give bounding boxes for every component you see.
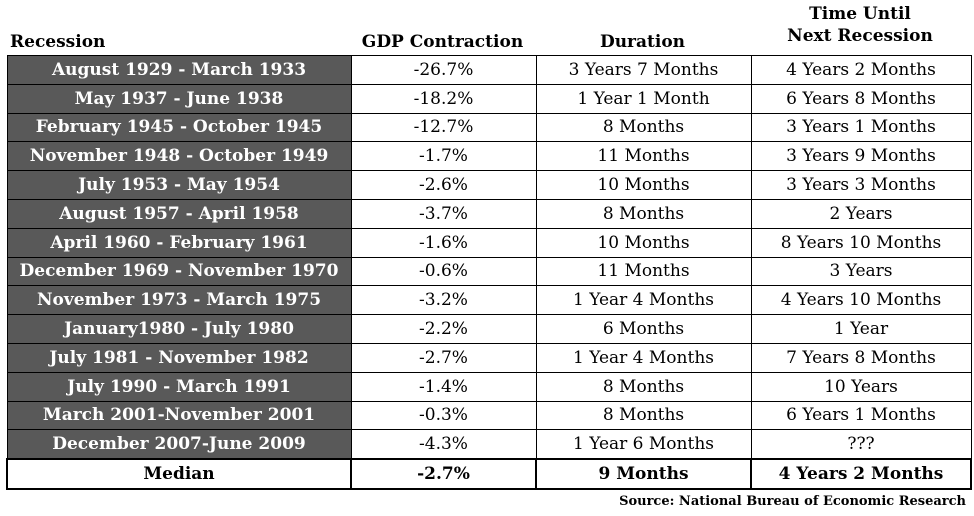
- recession-cell: May 1937 - June 1938: [6, 83, 352, 114]
- gdp-cell: -1.7%: [350, 141, 537, 172]
- recession-cell: July 1981 - November 1982: [6, 342, 352, 373]
- table-row: November 1948 - October 1949 -1.7% 11 Mont…: [6, 141, 972, 172]
- duration-cell: 8 Months: [535, 112, 752, 143]
- duration-cell: 8 Months: [535, 198, 752, 229]
- next-recession-cell: 3 Years 1 Months: [750, 112, 972, 143]
- gdp-cell: -1.6%: [350, 227, 537, 258]
- duration-cell: 10 Months: [535, 170, 752, 200]
- next-recession-cell: 4 Years 2 Months: [750, 55, 972, 85]
- gdp-cell: -2.6%: [350, 170, 537, 200]
- gdp-cell: -3.7%: [350, 198, 537, 229]
- recession-cell: January1980 - July 1980: [6, 314, 352, 344]
- header-duration: Duration: [599, 32, 686, 52]
- recession-cell: March 2001-November 2001: [6, 400, 352, 431]
- next-recession-cell: 3 Years: [750, 256, 972, 287]
- header-time-until-line2: Next Recession: [787, 26, 933, 46]
- next-recession-cell: 6 Years 1 Months: [750, 400, 972, 431]
- duration-cell: 10 Months: [535, 227, 752, 258]
- duration-cell: 1 Year 4 Months: [535, 285, 752, 316]
- next-recession-cell: 4 Years 2 Months: [750, 458, 972, 490]
- recession-cell: November 1948 - October 1949: [6, 141, 352, 172]
- recession-cell: April 1960 - February 1961: [6, 227, 352, 258]
- next-recession-cell: 1 Year: [750, 314, 972, 344]
- gdp-cell: -0.6%: [350, 256, 537, 287]
- table-row: August 1957 - April 1958 -3.7% 8 Months 2 Y…: [6, 198, 972, 229]
- median-row: Median -2.7% 9 Months 4 Years 2 Months: [6, 458, 972, 490]
- duration-cell: 1 Year 4 Months: [535, 342, 752, 373]
- recession-cell: February 1945 - October 1945: [6, 112, 352, 143]
- table-row: July 1953 - May 1954 -2.6% 10 Months 3 Year…: [6, 170, 972, 200]
- table-row: December 2007-June 2009 -4.3% 1 Year 6 Mon…: [6, 429, 972, 460]
- duration-cell: 11 Months: [535, 141, 752, 172]
- next-recession-cell: 8 Years 10 Months: [750, 227, 972, 258]
- next-recession-cell: 6 Years 8 Months: [750, 83, 972, 114]
- duration-cell: 11 Months: [535, 256, 752, 287]
- gdp-cell: -1.4%: [350, 371, 537, 402]
- table-row: January1980 - July 1980 -2.2% 6 Months 1 Ye…: [6, 314, 972, 344]
- table-row: August 1929 - March 1933 -26.7% 3 Years 7 …: [6, 55, 972, 85]
- gdp-cell: -2.7%: [350, 458, 537, 490]
- next-recession-cell: 2 Years: [750, 198, 972, 229]
- recession-cell: Median: [6, 458, 352, 490]
- table-row: February 1945 - October 1945 -12.7% 8 Mont…: [6, 112, 972, 143]
- recession-cell: July 1953 - May 1954: [6, 170, 352, 200]
- duration-cell: 3 Years 7 Months: [535, 55, 752, 85]
- duration-cell: 8 Months: [535, 371, 752, 402]
- recession-cell: December 1969 - November 1970: [6, 256, 352, 287]
- table-row: July 1990 - March 1991 -1.4% 8 Months 10 Ye…: [6, 371, 972, 402]
- source-note: Source: National Bureau of Economic Rese…: [619, 494, 966, 509]
- gdp-cell: -0.3%: [350, 400, 537, 431]
- gdp-cell: -18.2%: [350, 83, 537, 114]
- recession-cell: December 2007-June 2009: [6, 429, 352, 460]
- gdp-cell: -3.2%: [350, 285, 537, 316]
- table-row: November 1973 - March 1975 -3.2% 1 Year 4 …: [6, 285, 972, 316]
- table-body: August 1929 - March 1933 -26.7% 3 Years 7 …: [6, 55, 972, 490]
- next-recession-cell: ???: [750, 429, 972, 460]
- gdp-cell: -2.2%: [350, 314, 537, 344]
- gdp-cell: -4.3%: [350, 429, 537, 460]
- table-row: March 2001-November 2001 -0.3% 8 Months 6 Y…: [6, 400, 972, 431]
- next-recession-cell: 10 Years: [750, 371, 972, 402]
- next-recession-cell: 7 Years 8 Months: [750, 342, 972, 373]
- duration-cell: 1 Year 1 Month: [535, 83, 752, 114]
- recession-cell: August 1957 - April 1958: [6, 198, 352, 229]
- next-recession-cell: 3 Years 3 Months: [750, 170, 972, 200]
- table-row: April 1960 - February 1961 -1.6% 10 Months…: [6, 227, 972, 258]
- header-gdp-contraction: GDP Contraction: [361, 32, 524, 52]
- next-recession-cell: 4 Years 10 Months: [750, 285, 972, 316]
- recession-cell: August 1929 - March 1933: [6, 55, 352, 85]
- table-row: December 1969 - November 1970 -0.6% 11 Mon…: [6, 256, 972, 287]
- table-row: May 1937 - June 1938 -18.2% 1 Year 1 Month…: [6, 83, 972, 114]
- duration-cell: 1 Year 6 Months: [535, 429, 752, 460]
- recession-cell: July 1990 - March 1991: [6, 371, 352, 402]
- duration-cell: 6 Months: [535, 314, 752, 344]
- header-time-until-next-recession: Time Until Next Recession: [750, 3, 970, 47]
- duration-cell: 9 Months: [535, 458, 752, 490]
- gdp-cell: -12.7%: [350, 112, 537, 143]
- header-time-until-line1: Time Until: [809, 4, 911, 24]
- gdp-cell: -2.7%: [350, 342, 537, 373]
- table-row: July 1981 - November 1982 -2.7% 1 Year 4 M…: [6, 342, 972, 373]
- recession-cell: November 1973 - March 1975: [6, 285, 352, 316]
- next-recession-cell: 3 Years 9 Months: [750, 141, 972, 172]
- recession-table: August 1929 - March 1933 -26.7% 3 Years 7 …: [6, 55, 972, 490]
- gdp-cell: -26.7%: [350, 55, 537, 85]
- header-recession: Recession: [10, 32, 106, 52]
- duration-cell: 8 Months: [535, 400, 752, 431]
